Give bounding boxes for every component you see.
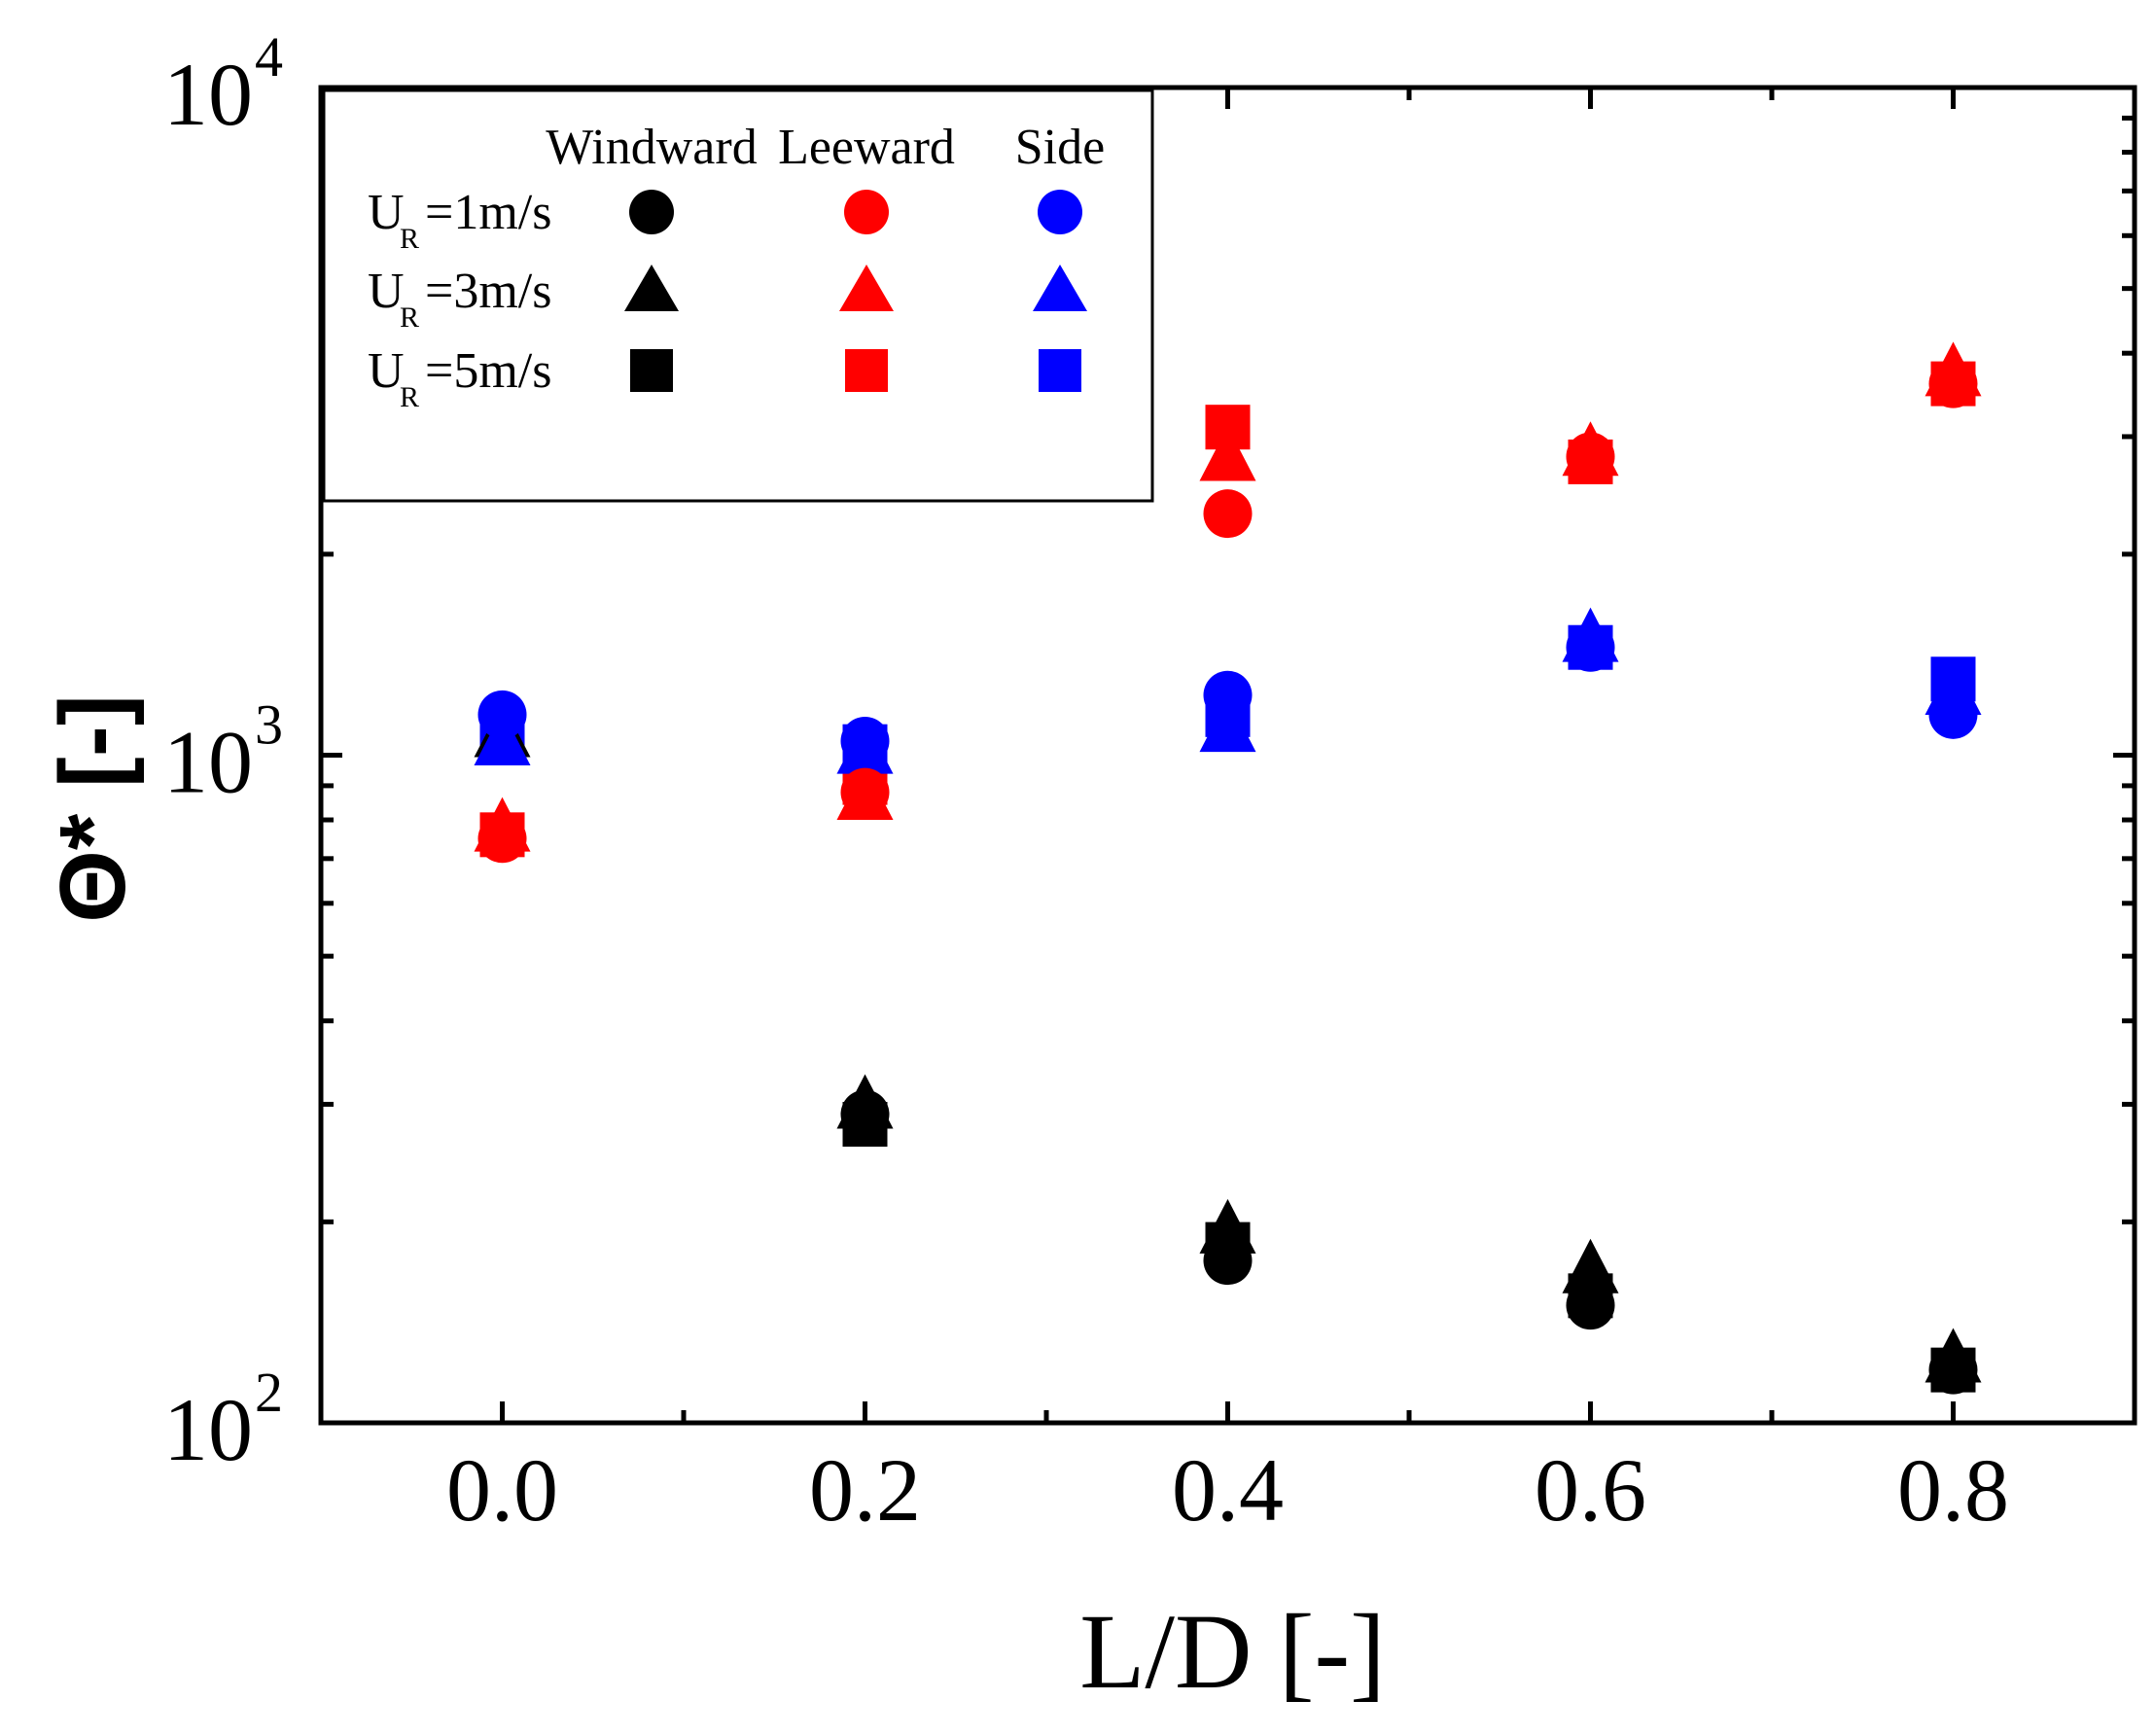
x-tick-label: 0.2 [809, 1440, 921, 1540]
legend-marker-side-triangle [1033, 265, 1087, 311]
legend-column-header: Windward [546, 120, 757, 175]
x-tick-label: 0.8 [1897, 1440, 2009, 1540]
leeward-circle-point-1 [840, 767, 890, 817]
legend-column-header: Leeward [778, 120, 955, 175]
legend-row-label-rest: =1m/s [425, 185, 551, 240]
y-tick-label-exponent: 2 [255, 1361, 283, 1424]
legend-row-label-main: U [368, 185, 405, 240]
leeward-triangle-point-2 [1199, 426, 1256, 481]
legend-marker-windward-circle [629, 190, 674, 234]
legend-row-label-main: U [368, 343, 405, 399]
legend-row-label-rest: =3m/s [425, 264, 551, 319]
legend-column-header: Side [1015, 120, 1105, 175]
leeward-circle-point-2 [1203, 489, 1253, 539]
legend-marker-side-circle [1038, 190, 1082, 234]
side-circle-point-0 [477, 690, 527, 739]
legend-marker-leeward-triangle [839, 265, 894, 311]
windward-circle-point-4 [1928, 1345, 1978, 1395]
legend-row-label-sub: R [400, 381, 419, 413]
legend-marker-windward-triangle [624, 265, 679, 311]
windward-triangle-point-3 [1562, 1238, 1619, 1293]
legend-marker-windward-square [630, 349, 673, 392]
legend-row-label-sub: R [400, 301, 419, 334]
side-triangle-point-2 [1199, 697, 1256, 753]
y-axis-label: Θ* [-] [41, 694, 145, 923]
legend-marker-side-square [1039, 349, 1081, 392]
x-tick-label: 0.0 [446, 1440, 558, 1540]
side-circle-point-1 [840, 716, 890, 765]
legend-box [322, 89, 1154, 503]
y-tick-label-exponent: 4 [255, 25, 283, 89]
x-tick-label: 0.6 [1535, 1440, 1646, 1540]
y-tick-label: 10 [163, 1380, 253, 1479]
leeward-circle-point-0 [477, 814, 527, 864]
leeward-circle-point-3 [1566, 432, 1615, 481]
side-circle-point-3 [1566, 622, 1615, 672]
windward-circle-point-2 [1203, 1236, 1253, 1286]
y-tick-label: 10 [163, 713, 253, 812]
data-markers [474, 341, 1982, 1395]
legend-marker-leeward-circle [844, 190, 889, 234]
side-circle-point-4 [1928, 690, 1978, 739]
windward-triangle-point-2 [1199, 1198, 1256, 1254]
x-axis-label: L/D [-] [1079, 1592, 1386, 1711]
x-tick-label: 0.4 [1172, 1440, 1284, 1540]
legend-marker-leeward-square [845, 349, 888, 392]
windward-circle-point-1 [840, 1089, 890, 1139]
leeward-circle-point-4 [1928, 359, 1978, 408]
legend-row-label-rest: =5m/s [425, 343, 551, 399]
windward-circle-point-3 [1566, 1281, 1615, 1330]
side-circle-point-2 [1203, 670, 1253, 720]
y-tick-label: 10 [163, 45, 253, 144]
legend-row-label-main: U [368, 264, 405, 319]
legend-row-label-sub: R [400, 223, 419, 255]
y-tick-label-exponent: 3 [255, 693, 283, 757]
